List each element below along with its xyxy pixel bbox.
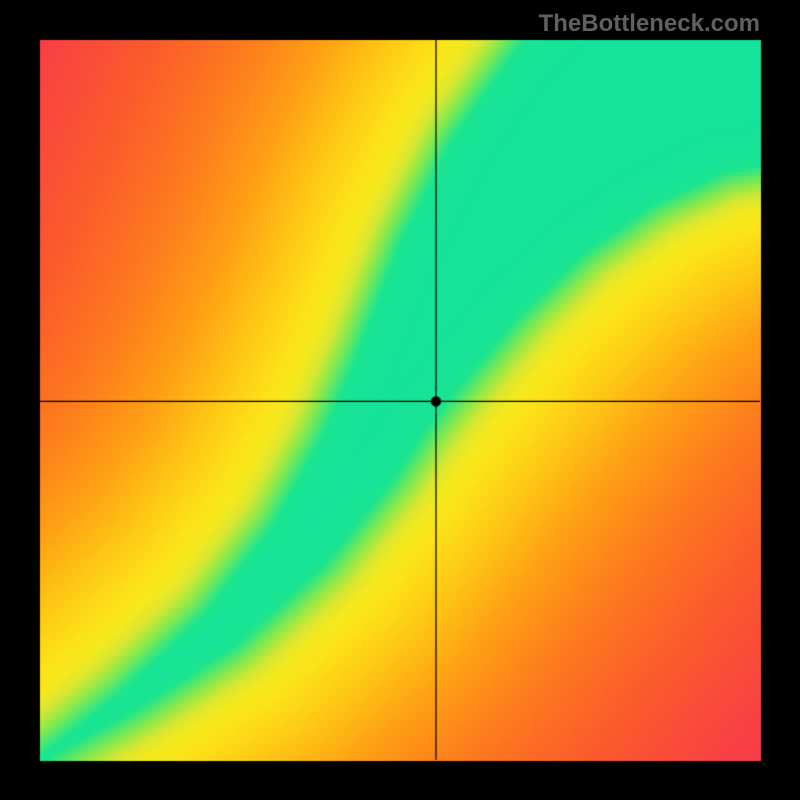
watermark-text: TheBottleneck.com — [539, 10, 760, 38]
bottleneck-heatmap — [0, 0, 800, 800]
